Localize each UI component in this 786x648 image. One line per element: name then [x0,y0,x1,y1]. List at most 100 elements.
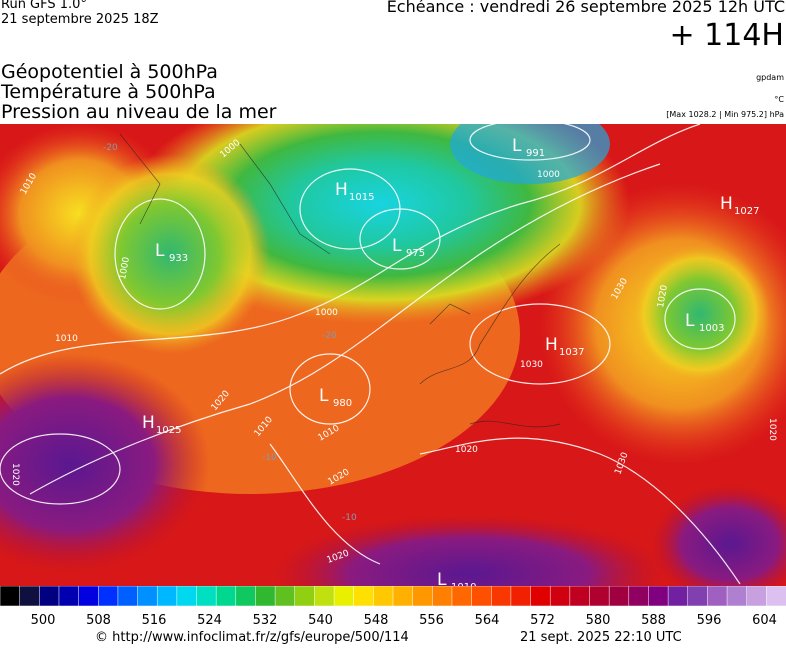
isobar-label: 1020 [10,463,20,486]
system-pressure: 975 [406,248,425,259]
scale-label: 564 [475,613,500,628]
color-swatch [667,586,689,607]
color-swatch [19,586,41,607]
color-swatch [333,586,355,607]
color-swatch [117,586,139,607]
isobar-label: 1000 [537,170,560,180]
color-swatch [510,586,532,607]
color-swatch [608,586,630,607]
system-letter: L [437,570,447,586]
isobar-label: 1020 [656,284,670,309]
color-swatch [373,586,394,607]
color-swatch [176,586,198,607]
system-letter: H [720,194,733,214]
color-swatch [451,586,473,607]
color-swatch [294,586,316,607]
color-swatch [137,586,158,607]
isobar-label: 1020 [767,418,777,441]
system-letter: L [392,236,402,256]
color-swatch [215,586,237,607]
color-swatch [314,586,335,607]
field: Pression au niveau de la mer [1,101,277,123]
scale-label: 556 [419,613,444,628]
temperature-label: -20 [322,331,337,341]
system-pressure: 1003 [699,323,724,334]
system-letter: L [319,386,329,406]
color-swatch [648,586,669,607]
color-swatch [255,586,276,607]
scale-label: 516 [142,613,167,628]
color-swatch [491,586,512,607]
color-swatch [726,586,748,607]
scale-label: 572 [530,613,555,628]
system-pressure: 933 [169,253,188,264]
scale-label: 548 [364,613,389,628]
scale-label: 540 [308,613,333,628]
system-letter: H [335,180,348,200]
scale-label: 588 [641,613,666,628]
scale-label: 500 [31,613,56,628]
system-pressure: 1010 [451,582,476,586]
system-pressure: 980 [333,398,352,409]
isobar-label: 1030 [520,360,543,370]
system-pressure: 991 [526,148,545,159]
temperature-label: -10 [262,453,277,463]
valid-time: Echéance : vendredi 26 septembre 2025 12… [386,0,785,16]
color-swatch [196,586,217,607]
scale-label: 524 [197,613,222,628]
run-date: 21 septembre 2025 18Z [1,12,159,27]
system-pressure: 1025 [156,425,181,436]
color-swatch [235,586,257,607]
color-scale-labels: 500 508 516 524 532 540 548 556 564 572 580 588 596 6… [31,613,777,628]
color-swatch [707,586,728,607]
temperature-label: -20 [103,143,118,153]
color-scale [0,586,786,607]
source: © http://www.infoclimat.fr/z/gfs/europe/… [95,630,409,645]
system-letter: H [545,335,558,355]
system-letter: L [685,311,695,331]
isobar-label: 1010 [55,334,78,344]
unit: [Max 1028.2 | Min 975.2] hPa [666,110,784,119]
temperature-label: -10 [342,513,357,523]
color-swatch [628,586,650,607]
color-swatch [471,586,493,607]
unit: °C [774,95,784,104]
lead-time: + 114H [669,18,785,53]
scale-label: 580 [586,613,611,628]
scale-label: 508 [86,613,111,628]
color-swatch [353,586,375,607]
system-pressure: 1037 [559,347,584,358]
color-swatch [432,586,453,607]
scale-label: 596 [697,613,722,628]
color-swatch [766,586,786,607]
color-swatch [0,586,21,607]
system-letter: L [155,241,165,261]
color-swatch [549,586,571,607]
color-swatch [412,586,434,607]
color-swatch [78,586,99,607]
color-swatch [39,586,60,607]
color-swatch [530,586,551,607]
system-letter: H [142,413,155,433]
system-letter: L [512,136,522,156]
color-swatch [569,586,591,607]
scale-label: 532 [253,613,278,628]
field: Géopotentiel à 500hPa [1,61,218,83]
isobar-label: 1020 [455,445,478,455]
color-swatch [687,586,709,607]
scale-label: 604 [752,613,777,628]
color-swatch [746,586,768,607]
isobar-label: 1000 [118,256,132,281]
unit: gpdam [756,73,784,82]
color-swatch [274,586,296,607]
system-pressure: 1015 [349,192,374,203]
color-swatch [392,586,414,607]
color-swatch [98,586,119,607]
timestamp: 21 sept. 2025 22:10 UTC [520,630,682,645]
color-swatch [589,586,610,607]
color-swatch [156,586,178,607]
run: Run GFS 1.0° [1,0,87,12]
system-pressure: 1027 [734,206,759,217]
